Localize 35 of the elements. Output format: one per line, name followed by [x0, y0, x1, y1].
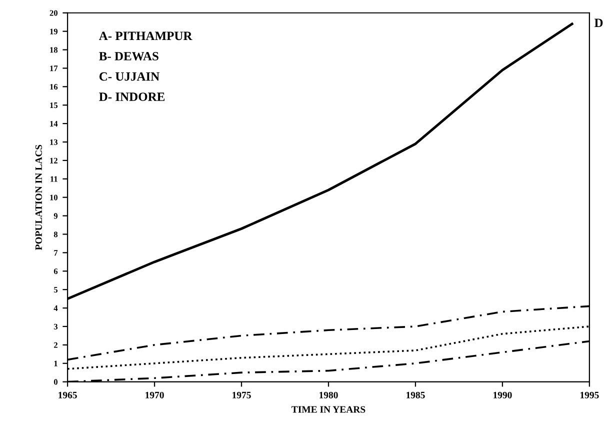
y-tick-label: 18 — [50, 47, 58, 53]
y-tick-label: 14 — [50, 120, 58, 126]
y-tick-label: 7 — [54, 250, 58, 256]
x-tick-label: 1980 — [320, 392, 338, 398]
y-tick-label: 3 — [54, 324, 58, 330]
x-tick-label: 1975 — [232, 392, 251, 398]
x-tick-label: 1995 — [580, 392, 599, 398]
annotation: C- UJJAIN — [99, 72, 160, 81]
x-tick-label: 1985 — [406, 392, 425, 398]
y-tick-label: 12 — [50, 158, 58, 164]
y-tick-label: 1 — [54, 360, 58, 366]
y-tick-label: 15 — [50, 102, 58, 108]
y-tick-label: 8 — [54, 232, 58, 238]
y-tick-label: 17 — [50, 66, 58, 72]
x-tick-label: 1990 — [494, 392, 512, 398]
y-tick-label: 19 — [50, 28, 58, 34]
x-tick-label: 1965 — [58, 392, 77, 398]
y-tick-label: 13 — [50, 139, 58, 145]
y-tick-label: 0 — [54, 379, 58, 385]
x-tick-label: 1970 — [146, 392, 164, 398]
y-tick-label: 6 — [54, 268, 58, 274]
y-tick-label: 11 — [50, 176, 58, 182]
y-axis-title: POPULATION IN LACS — [35, 144, 42, 250]
annotation: D — [594, 18, 603, 27]
annotation: A- PITHAMPUR — [98, 32, 192, 40]
y-tick-label: 20 — [50, 10, 58, 16]
annotation: D- INDORE — [99, 92, 165, 101]
y-tick-label: 9 — [54, 213, 58, 219]
y-tick-label: 2 — [54, 342, 58, 348]
y-tick-label: 5 — [54, 287, 58, 293]
x-axis-title: TIME IN YEARS — [292, 406, 366, 413]
y-tick-label: 10 — [50, 194, 58, 200]
y-tick-label: 16 — [50, 84, 58, 90]
annotation: B- DEWAS — [99, 52, 158, 60]
y-tick-label: 4 — [54, 305, 58, 311]
